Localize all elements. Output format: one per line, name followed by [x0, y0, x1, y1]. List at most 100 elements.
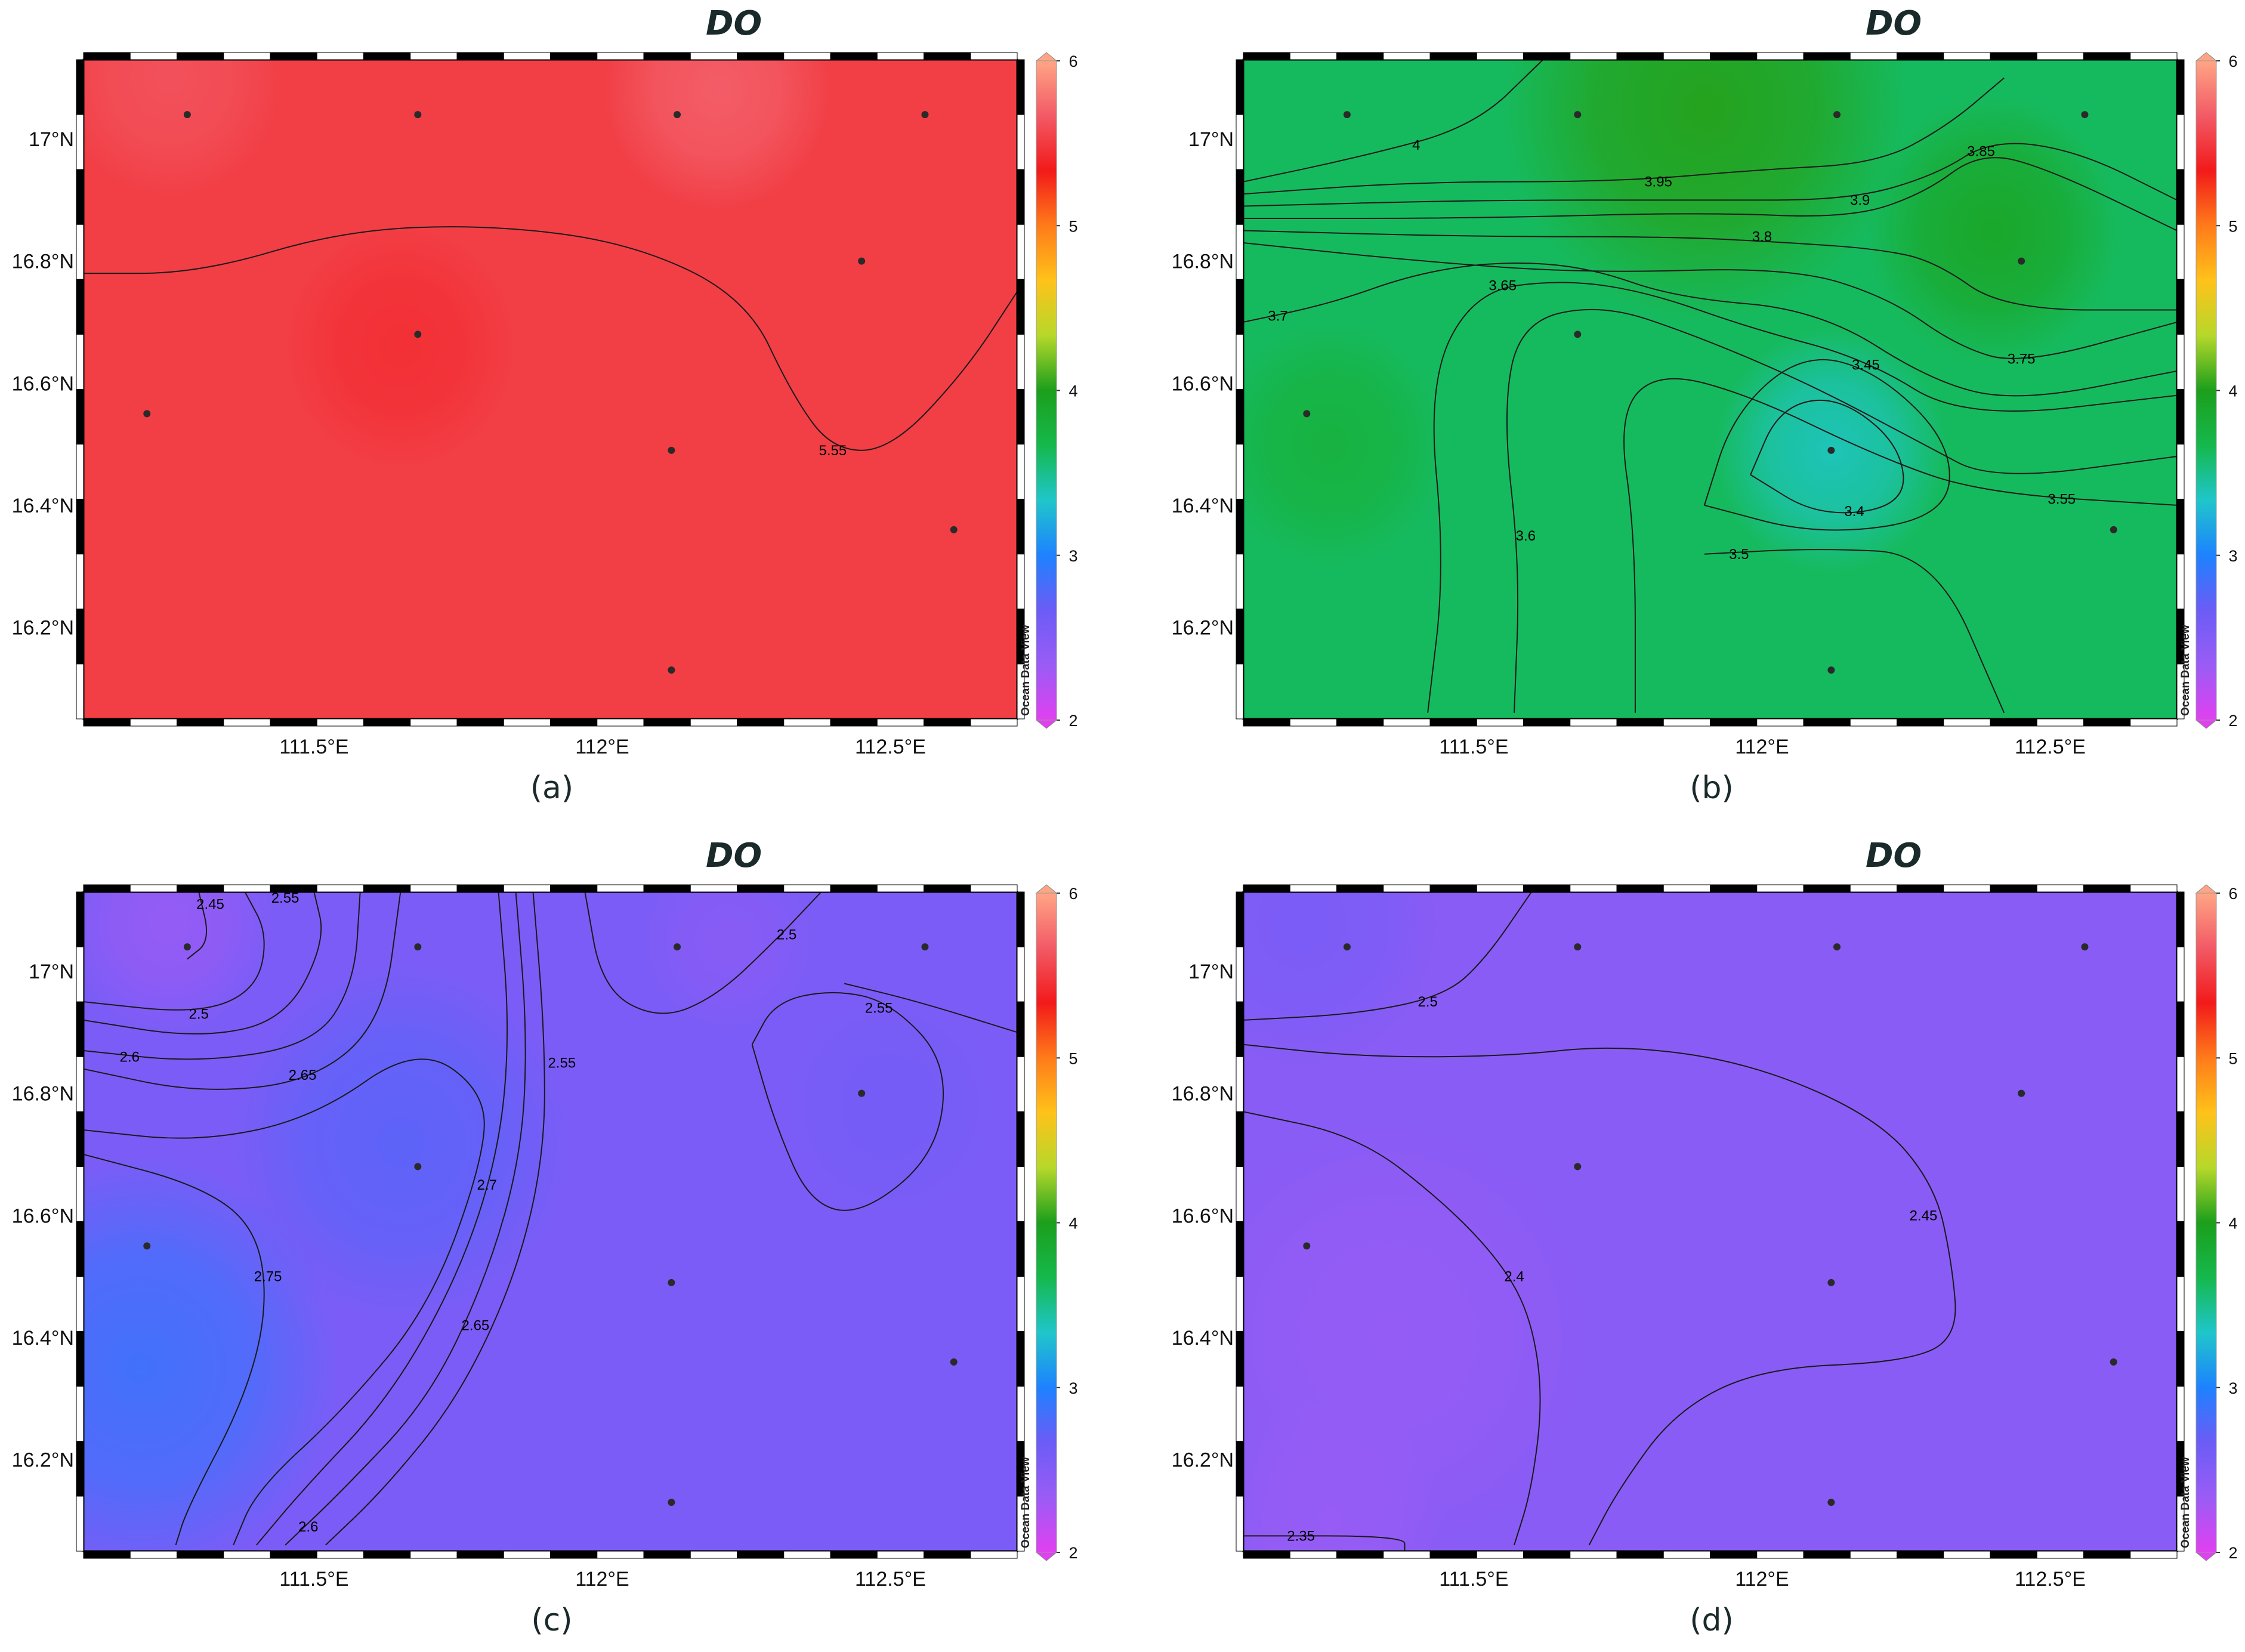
contour-label: 3.95: [1644, 174, 1672, 190]
field-blob: [1243, 322, 1446, 567]
frame-tick-right: [1017, 1221, 1025, 1277]
frame-tick-left: [76, 1056, 84, 1112]
frame-tick-right: [2176, 663, 2185, 720]
frame-tick-bottom: [1990, 1551, 2037, 1559]
frame-tick-right: [1017, 334, 1025, 390]
frame-tick-top: [924, 884, 971, 893]
field-blob: [227, 959, 574, 1326]
frame-tick-right: [2176, 1386, 2185, 1442]
colorbar-tick-label: 2: [1069, 1544, 1077, 1562]
contour-label: 2.45: [1910, 1208, 1938, 1224]
frame-tick-bottom: [830, 718, 878, 727]
field-layer: [1243, 60, 2120, 573]
y-tick-label: 16.6°N: [12, 372, 74, 395]
colorbar: [2195, 60, 2217, 721]
frame-tick-top: [129, 52, 177, 60]
contour-line: [1243, 1043, 1956, 1546]
contour-label: 2.5: [1418, 994, 1437, 1010]
colorbar-bottom-cap: [1035, 720, 1058, 729]
frame-tick-top: [129, 884, 177, 893]
frame-tick-top: [970, 884, 1018, 893]
colorbar-tick-label: 6: [2228, 885, 2237, 903]
station-dot: [858, 257, 866, 265]
frame-tick-bottom: [1849, 1551, 1897, 1559]
frame-tick-right: [2176, 946, 2185, 1002]
frame-tick-left: [76, 224, 84, 280]
frame-tick-bottom: [83, 718, 131, 727]
x-tick-label: 111.5°E: [1439, 736, 1508, 758]
y-tick-label: 16.8°N: [12, 1083, 74, 1106]
station-dot: [2081, 943, 2089, 951]
frame-tick-right: [2176, 59, 2185, 115]
contour-line: [751, 992, 944, 1211]
y-tick-label: 16.4°N: [1172, 495, 1234, 517]
panel-b: 43.953.93.853.83.753.73.653.63.553.53.45…: [1172, 4, 2238, 806]
frame-tick-top: [643, 52, 691, 60]
frame-tick-bottom: [2130, 1551, 2178, 1559]
station-dot: [2081, 111, 2089, 119]
frame-tick-left: [1236, 1441, 1244, 1497]
frame-tick-top: [690, 52, 737, 60]
frame-tick-left: [76, 444, 84, 500]
frame-tick-bottom: [970, 1551, 1018, 1559]
frame-tick-right: [1017, 224, 1025, 280]
colorbar-tick-label: 5: [2228, 1049, 2237, 1067]
frame-tick-right: [2176, 279, 2185, 335]
frame-tick-top: [363, 52, 411, 60]
frame-tick-top: [1990, 884, 2037, 893]
frame-tick-top: [597, 52, 644, 60]
frame-tick-bottom: [690, 1551, 737, 1559]
contour-label: 2.55: [548, 1055, 576, 1071]
contour-label: 3.8: [1752, 229, 1772, 245]
station-dot: [1833, 111, 1841, 119]
frame-tick-left: [1236, 1166, 1244, 1222]
frame-tick-top: [550, 52, 598, 60]
frame-tick-left: [1236, 444, 1244, 500]
frame-tick-top: [1943, 52, 1991, 60]
frame-tick-right: [2176, 389, 2185, 445]
frame-tick-bottom: [1663, 718, 1710, 727]
frame-tick-left: [76, 1276, 84, 1332]
frame-tick-bottom: [876, 718, 924, 727]
contour-line: [187, 892, 208, 960]
contour-line: [1750, 399, 1904, 514]
y-tick-label: 17°N: [1188, 128, 1234, 151]
frame-tick-left: [76, 1496, 84, 1552]
frame-tick-right: [1017, 59, 1025, 115]
frame-tick-right: [1017, 114, 1025, 170]
frame-tick-top: [1849, 52, 1897, 60]
frame-tick-left: [76, 1001, 84, 1057]
frame-tick-left: [1236, 1056, 1244, 1112]
station-dot: [674, 111, 681, 119]
frame-tick-bottom: [1476, 1551, 1524, 1559]
frame-tick-bottom: [1616, 1551, 1664, 1559]
frame-tick-bottom: [363, 1551, 411, 1559]
contour-line: [84, 1058, 485, 1546]
frame-tick-bottom: [1710, 718, 1758, 727]
frame-tick-top: [270, 52, 317, 60]
panel-c: 2.45 2.5 2.55 2.6 2.65 2.55 2.6 2.65 2.7 2.75 2.5 2…: [12, 836, 1078, 1638]
contour-line: [1506, 308, 2177, 713]
contour-line: [584, 892, 822, 1014]
field-blob: [84, 60, 286, 200]
frame-tick-bottom: [270, 1551, 317, 1559]
frame-tick-left: [76, 1386, 84, 1442]
station-dot: [2018, 1089, 2025, 1097]
frame-tick-left: [1236, 1001, 1244, 1057]
y-tick-label: 16.4°N: [12, 1327, 74, 1350]
colorbar-tick-label: 4: [2228, 1215, 2237, 1233]
frame-tick-top: [2036, 52, 2084, 60]
frame-tick-left: [76, 663, 84, 720]
y-tick-label: 16.6°N: [1172, 372, 1234, 395]
frame-tick-right: [2176, 554, 2185, 610]
frame-tick-right: [2176, 1276, 2185, 1332]
frame-tick-left: [76, 169, 84, 225]
frame-tick-bottom: [1523, 718, 1571, 727]
contour-line: [1243, 892, 1532, 1021]
colorbar-top-cap: [1035, 52, 1058, 61]
station-dot: [1827, 1499, 1835, 1506]
frame-tick-top: [1570, 884, 1617, 893]
frame-tick-left: [1236, 663, 1244, 720]
frame-tick-top: [2083, 52, 2131, 60]
contour-label: 3.6: [1516, 528, 1536, 544]
